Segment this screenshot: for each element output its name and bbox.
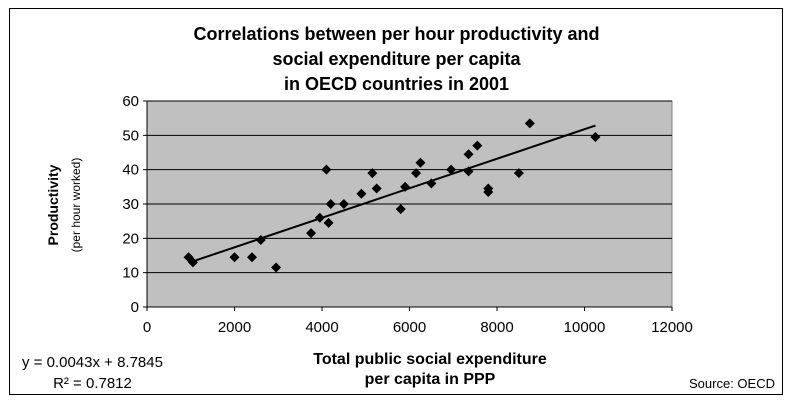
data-point xyxy=(325,199,336,209)
data-point xyxy=(463,166,474,177)
x-axis-label: Total public social expenditure per capi… xyxy=(230,350,630,390)
source-note: Source: OECD xyxy=(689,376,775,391)
y-tick-label: 40 xyxy=(122,162,139,179)
x-tick-label: 6000 xyxy=(393,319,426,336)
regression-equation: y = 0.0043x + 8.7845 R² = 0.7812 xyxy=(22,352,163,394)
chart-frame xyxy=(9,8,783,395)
x-label-line: per capita in PPP xyxy=(364,371,496,388)
x-label-line: Total public social expenditure xyxy=(313,351,547,368)
data-point xyxy=(400,181,411,192)
y-axis-label: Productivity (per hour worked) xyxy=(45,158,83,253)
y-tick-label: 30 xyxy=(122,196,139,213)
data-point xyxy=(356,188,367,199)
y-tick-label: 0 xyxy=(131,299,139,316)
data-point xyxy=(367,168,378,179)
data-point xyxy=(321,164,332,175)
x-tick-label: 8000 xyxy=(480,319,513,336)
data-point xyxy=(187,257,198,268)
data-point xyxy=(306,228,317,239)
data-point xyxy=(395,204,406,215)
data-point xyxy=(524,118,535,129)
data-point xyxy=(338,199,349,209)
data-point xyxy=(426,178,437,189)
data-point xyxy=(590,132,601,143)
data-point xyxy=(255,235,266,246)
data-point xyxy=(314,212,325,223)
title-line: social expenditure per capita xyxy=(272,49,521,69)
data-point xyxy=(472,140,483,151)
data-point xyxy=(411,168,422,179)
data-point xyxy=(513,168,524,179)
x-tick-label: 2000 xyxy=(218,319,251,336)
equation-text: y = 0.0043x + 8.7845 xyxy=(22,354,163,371)
data-point xyxy=(323,217,334,228)
x-tick-label: 4000 xyxy=(305,319,338,336)
y-label-line: (per hour worked) xyxy=(69,158,83,253)
data-point xyxy=(229,252,240,263)
chart-title: Correlations between per hour productivi… xyxy=(0,22,793,97)
y-tick-label: 50 xyxy=(122,127,139,144)
y-tick-label: 20 xyxy=(122,230,139,247)
data-point xyxy=(271,262,282,273)
x-tick-label: 12000 xyxy=(651,319,693,336)
r-squared-text: R² = 0.7812 xyxy=(53,375,132,392)
y-label-line: Productivity xyxy=(45,164,61,245)
data-point xyxy=(446,164,457,175)
title-line: in OECD countries in 2001 xyxy=(283,74,510,94)
x-tick-label: 0 xyxy=(143,319,151,336)
data-point xyxy=(463,149,474,160)
data-point xyxy=(247,252,257,263)
x-tick-label: 10000 xyxy=(564,319,606,336)
data-point xyxy=(483,183,494,194)
title-line: Correlations between per hour productivi… xyxy=(193,24,600,44)
data-point xyxy=(371,183,382,194)
y-tick-label: 60 xyxy=(122,93,139,110)
y-tick-label: 10 xyxy=(122,265,139,282)
data-point xyxy=(415,157,426,168)
